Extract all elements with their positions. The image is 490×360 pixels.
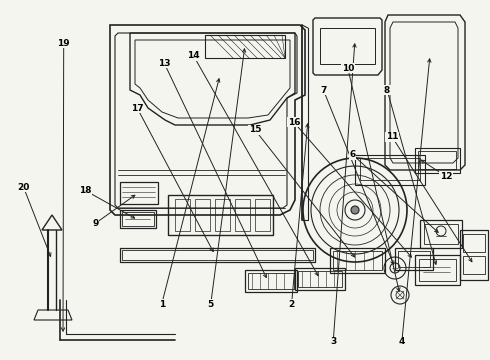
Text: 20: 20 bbox=[17, 183, 30, 192]
Text: 19: 19 bbox=[57, 39, 70, 48]
Bar bbox=[215, 199, 230, 231]
Text: 16: 16 bbox=[288, 118, 300, 127]
Text: 1: 1 bbox=[159, 300, 165, 309]
Bar bbox=[255, 199, 270, 231]
Bar bbox=[122, 212, 154, 226]
Text: 7: 7 bbox=[320, 86, 327, 95]
Text: 11: 11 bbox=[386, 132, 398, 141]
Text: 9: 9 bbox=[92, 219, 99, 228]
Bar bbox=[295, 268, 345, 290]
Text: 10: 10 bbox=[342, 64, 354, 73]
Bar bbox=[248, 273, 294, 289]
Bar bbox=[418, 151, 456, 169]
Bar bbox=[120, 248, 315, 262]
Bar bbox=[175, 199, 190, 231]
Bar bbox=[460, 230, 488, 280]
Bar bbox=[395, 248, 433, 270]
Bar bbox=[298, 271, 342, 287]
Text: 3: 3 bbox=[330, 338, 336, 346]
Text: 15: 15 bbox=[248, 125, 261, 134]
Bar bbox=[415, 255, 460, 285]
Bar bbox=[122, 250, 313, 260]
Bar bbox=[424, 224, 458, 244]
Text: 18: 18 bbox=[79, 186, 92, 195]
Circle shape bbox=[351, 206, 359, 214]
Text: 5: 5 bbox=[208, 300, 214, 309]
Bar bbox=[360, 158, 420, 180]
Text: 6: 6 bbox=[350, 150, 356, 159]
Bar bbox=[320, 28, 375, 64]
Bar bbox=[355, 155, 425, 185]
Bar bbox=[120, 182, 158, 204]
Bar bbox=[168, 195, 273, 235]
Bar bbox=[333, 251, 382, 270]
Bar bbox=[415, 148, 460, 173]
Bar bbox=[330, 248, 385, 273]
Bar bbox=[463, 234, 485, 252]
Bar bbox=[419, 259, 456, 281]
Text: 12: 12 bbox=[440, 172, 452, 181]
Bar bbox=[245, 270, 297, 292]
Text: 13: 13 bbox=[158, 59, 171, 68]
Bar bbox=[420, 220, 462, 248]
Bar bbox=[120, 210, 156, 228]
Bar bbox=[235, 199, 250, 231]
Bar bbox=[463, 256, 485, 274]
Text: 2: 2 bbox=[289, 300, 294, 309]
Bar bbox=[398, 251, 430, 267]
Text: 4: 4 bbox=[398, 338, 405, 346]
Text: 8: 8 bbox=[384, 86, 390, 95]
Text: 17: 17 bbox=[131, 104, 144, 113]
Text: 14: 14 bbox=[187, 51, 200, 60]
Bar bbox=[195, 199, 210, 231]
